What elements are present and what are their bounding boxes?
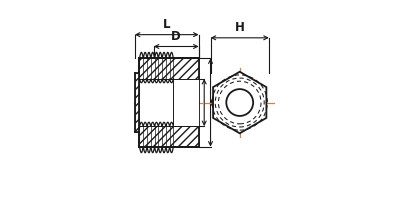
Text: H: H [235, 21, 245, 34]
Polygon shape [174, 79, 199, 126]
Polygon shape [213, 72, 266, 134]
Polygon shape [140, 126, 199, 147]
Circle shape [208, 71, 272, 135]
Polygon shape [140, 59, 199, 79]
Polygon shape [140, 59, 199, 147]
Polygon shape [135, 74, 140, 132]
Text: C: C [209, 96, 218, 110]
Text: A: A [215, 96, 224, 110]
Text: L: L [163, 18, 170, 31]
Polygon shape [135, 74, 140, 132]
Text: D: D [171, 30, 181, 43]
Circle shape [226, 90, 253, 116]
